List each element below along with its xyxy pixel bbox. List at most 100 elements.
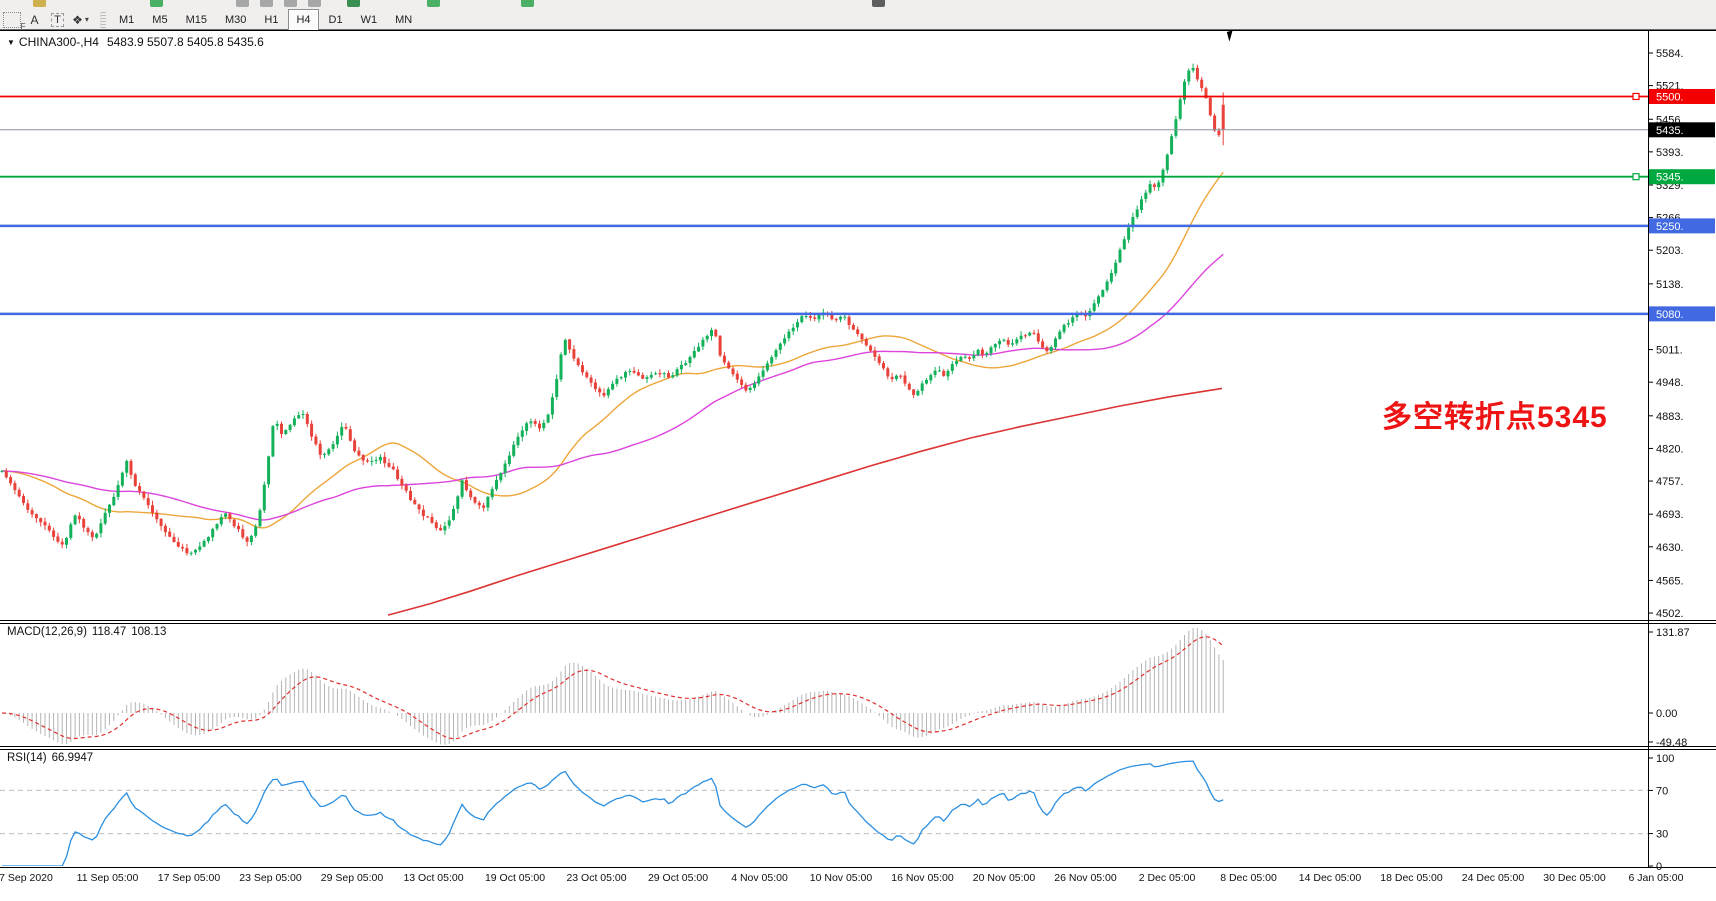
rsi-line [2, 760, 1224, 866]
macd-axis-label: 0.00 [1656, 708, 1677, 720]
rsi-axis-label: 70 [1656, 785, 1668, 797]
timeframe-button-w1[interactable]: W1 [360, 13, 378, 26]
price-tick-label: 4948. [1656, 377, 1684, 389]
line-endpoint-handle [1632, 173, 1640, 181]
shapes-tool-button[interactable]: ❖ ▾ [70, 9, 91, 30]
text-label-tool-button[interactable]: A [24, 9, 45, 30]
price-tick-label: 4565. [1656, 575, 1684, 587]
time-axis[interactable]: 7 Sep 2020 11 Sep 05:00 17 Sep 05:00 23 Sep… [0, 868, 1716, 901]
rsi-value: 66.9947 [51, 752, 94, 764]
chart-annotation-text: 多空转折点5345 [1382, 401, 1608, 434]
chevron-down-icon: ▾ [84, 15, 89, 24]
time-axis-label: 7 Sep 2020 [0, 872, 53, 884]
toolbar-grip-handle[interactable] [100, 11, 106, 28]
rsi-axis-label: 0 [1656, 861, 1662, 873]
price-tick-label: 4630. [1656, 542, 1684, 554]
timeframe-button-d1[interactable]: D1 [328, 13, 343, 26]
price-level-badge-text: 5345. [1656, 172, 1684, 184]
time-axis-label: 29 Oct 05:00 [647, 872, 709, 884]
time-axis-label: 10 Nov 05:00 [809, 872, 873, 884]
time-axis-label: 20 Nov 05:00 [972, 872, 1036, 884]
price-tick-label: 4757. [1656, 476, 1684, 488]
chart-title: ▼ CHINA300-,H4 5483.9 5507.8 5405.8 5435.6 [7, 35, 264, 49]
clipped-icon [872, 0, 885, 7]
price-tick-label: 5393. [1656, 147, 1684, 159]
time-axis-label: 17 Sep 05:00 [157, 872, 221, 884]
time-axis-label: 16 Nov 05:00 [891, 872, 954, 884]
clipped-icon [150, 0, 163, 7]
clipped-toolbar-icons [0, 0, 1716, 8]
timeframe-button-m15[interactable]: M15 [185, 13, 207, 26]
price-tick-label: 4883. [1656, 411, 1684, 423]
timeframe-button-m5[interactable]: M5 [152, 13, 168, 26]
symbol-dropdown-icon[interactable]: ▼ [7, 38, 15, 47]
price-tick-label: 4502. [1656, 608, 1684, 620]
time-axis-label: 2 Dec 05:00 [1138, 872, 1196, 884]
time-axis-label: 30 Dec 05:00 [1543, 872, 1606, 884]
rsi-axis-label: 30 [1656, 829, 1668, 841]
time-axis-label: 8 Dec 05:00 [1220, 872, 1277, 884]
clipped-icon [308, 0, 321, 7]
macd-axis-label: 131.87 [1656, 627, 1690, 639]
macd-value-main: 118.47 [91, 626, 127, 638]
text-box-tool-button[interactable]: T [47, 9, 68, 30]
clipped-icon [260, 0, 273, 7]
price-level-badge [1649, 169, 1715, 185]
price-level-badge [1649, 306, 1715, 322]
time-axis-label: 13 Oct 05:00 [403, 872, 464, 884]
price-tick-label: 5138. [1656, 279, 1684, 291]
price-level-badge-text: 5080. [1656, 309, 1684, 321]
time-axis-label: 4 Nov 05:00 [731, 872, 788, 884]
macd-value-signal: 108.13 [131, 626, 167, 638]
rsi-pane [0, 760, 1648, 866]
time-axis-label: 14 Dec 05:00 [1298, 872, 1362, 884]
crosshair-tool-button[interactable]: F [1, 9, 26, 31]
rsi-name: RSI [7, 752, 27, 764]
clipped-icon [284, 0, 297, 7]
price-level-badge [1649, 218, 1715, 234]
time-axis-label: 29 Sep 05:00 [320, 872, 384, 884]
toolbar: F A T ❖ ▾ M1 M5 M15 M30 H1 H4 D1 W1 MN [0, 0, 1716, 31]
price-level-badge [1649, 122, 1715, 138]
timeframe-button-h1[interactable]: H1 [264, 13, 279, 26]
macd-indicator-label: MACD(12,26,9) 118.47 108.13 [7, 626, 171, 638]
price-tick-label: 5011. [1656, 345, 1683, 357]
fast-ma-line [1, 171, 1224, 529]
grid-icon: F [2, 11, 26, 31]
shapes-icon: ❖ [72, 12, 83, 27]
price-tick-label: 5203. [1656, 245, 1684, 257]
clipped-icon [33, 0, 46, 7]
slow-ma-line [387, 387, 1223, 616]
clipped-icon [236, 0, 249, 7]
time-axis-label: 23 Oct 05:00 [566, 872, 627, 884]
price-tick-label: 4693. [1656, 509, 1684, 521]
macd-pane [1, 627, 1224, 745]
time-axis-label: 11 Sep 05:00 [76, 872, 139, 884]
time-axis-label: 6 Jan 05:00 [1628, 872, 1684, 884]
time-axis-label: 18 Dec 05:00 [1380, 872, 1443, 884]
letter-a-icon: A [30, 12, 39, 27]
macd-name: MACD [7, 626, 41, 638]
timeframe-button-m1[interactable]: M1 [119, 13, 135, 26]
candles [0, 63, 1225, 556]
line-endpoint-handle [1632, 92, 1640, 101]
timeframe-button-m30[interactable]: M30 [224, 13, 247, 26]
symbol-name: CHINA300-,H4 [18, 35, 99, 49]
rsi-params: (14) [26, 752, 47, 764]
rsi-axis-label: 100 [1656, 753, 1674, 765]
timeframe-button-mn[interactable]: MN [395, 13, 413, 26]
macd-signal-line [1, 636, 1224, 740]
price-tick-label: 5584. [1656, 48, 1684, 60]
time-axis-label: 23 Sep 05:00 [239, 872, 302, 884]
medium-ma-line [1, 253, 1224, 521]
ohlc-values: 5483.9 5507.8 5405.8 5435.6 [106, 35, 264, 49]
price-level-badge-text: 5250. [1656, 221, 1684, 233]
main-price-pane [0, 63, 1225, 616]
clipped-icon [347, 0, 360, 7]
rsi-indicator-label: RSI(14) 66.9947 [7, 752, 98, 764]
price-tick-label: 4820. [1656, 443, 1684, 455]
clipped-icon [427, 0, 440, 7]
time-axis-label: 19 Oct 05:00 [484, 872, 546, 884]
letter-t-icon: T [51, 12, 64, 27]
